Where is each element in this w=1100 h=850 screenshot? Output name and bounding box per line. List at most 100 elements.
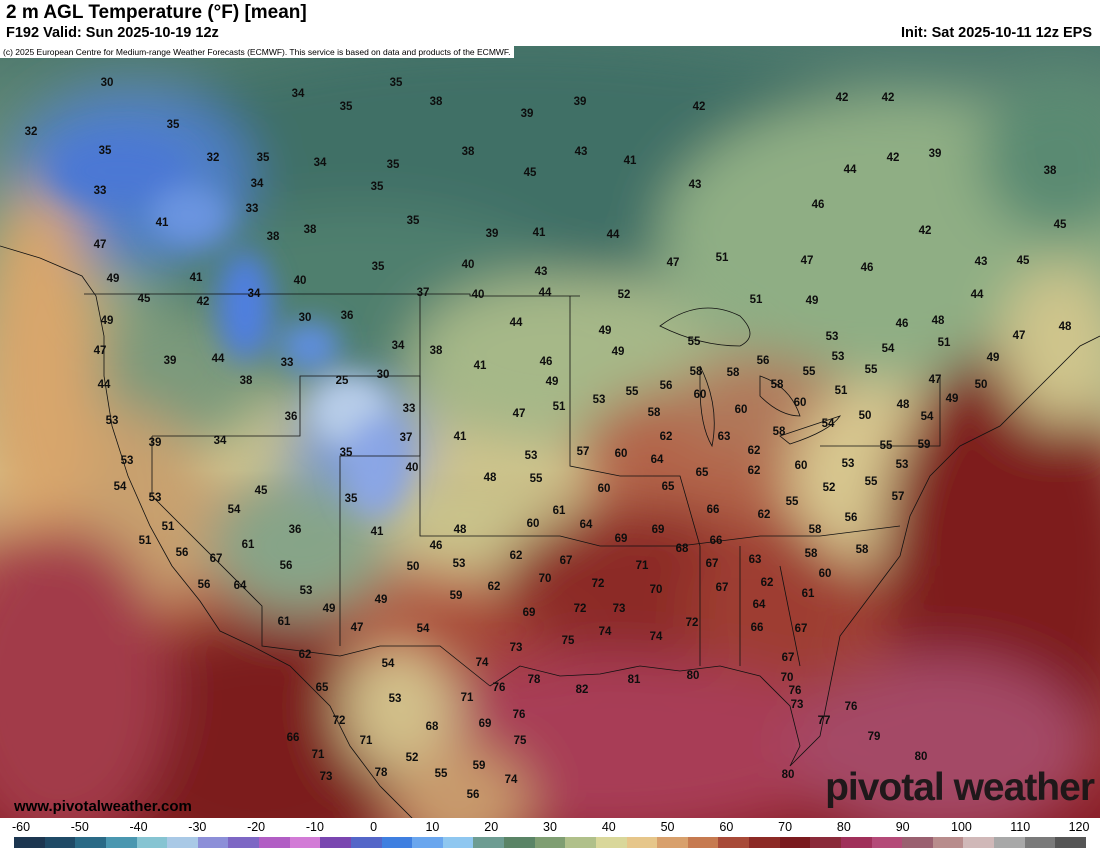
temperature-label: 39: [486, 228, 499, 240]
colorbar-segment: [749, 837, 780, 848]
temperature-label: 61: [242, 539, 255, 551]
temperature-label: 50: [407, 561, 420, 573]
temperature-label: 45: [1017, 255, 1030, 267]
temperature-label: 43: [689, 179, 702, 191]
temperature-label: 80: [782, 769, 795, 781]
temperature-label: 38: [462, 146, 475, 158]
temperature-label: 82: [576, 684, 589, 696]
temperature-label: 54: [114, 481, 127, 493]
temperature-label: 48: [897, 399, 910, 411]
temperature-label: 64: [234, 580, 247, 592]
temperature-label: 53: [106, 415, 119, 427]
temperature-label: 40: [472, 289, 485, 301]
temperature-label: 72: [574, 603, 587, 615]
temperature-label: 37: [400, 432, 413, 444]
website-link[interactable]: www.pivotalweather.com: [14, 798, 192, 815]
temperature-label: 35: [387, 159, 400, 171]
temperature-label: 35: [345, 493, 358, 505]
temperature-label: 67: [782, 652, 795, 664]
colorbar-tick-label: 50: [660, 820, 675, 834]
temperature-label: 53: [832, 351, 845, 363]
coastline-east: [789, 335, 1100, 767]
temperature-label: 75: [562, 635, 575, 647]
temperature-label: 76: [493, 682, 506, 694]
temperature-label: 55: [865, 476, 878, 488]
temperature-label: 58: [805, 548, 818, 560]
colorbar-segment: [320, 837, 351, 848]
lake-huron: [759, 375, 801, 417]
temperature-label: 55: [530, 473, 543, 485]
temperature-label: 48: [932, 315, 945, 327]
temperature-label: 42: [882, 92, 895, 104]
coastline-west: [0, 245, 253, 647]
temperature-label: 42: [693, 101, 706, 113]
temperature-label: 53: [149, 492, 162, 504]
colorbar-segment: [197, 837, 229, 848]
ecmwf-credit: (c) 2025 European Centre for Medium-rang…: [0, 46, 514, 58]
temperature-label: 51: [938, 337, 951, 349]
temperature-label: 73: [791, 699, 804, 711]
colorbar-tick-label: 0: [370, 820, 378, 834]
colorbar-segment: [350, 837, 382, 848]
temperature-label: 39: [521, 108, 534, 120]
colorbar-segment: [167, 837, 198, 848]
temperature-label: 44: [98, 379, 111, 391]
temperature-label: 51: [750, 294, 763, 306]
colorbar-tick-label: 60: [719, 820, 734, 834]
border-canada-us: [84, 293, 580, 297]
temperature-label: 35: [372, 261, 385, 273]
temperature-label: 67: [560, 555, 573, 567]
lake-erie: [779, 415, 841, 445]
temperature-label: 35: [167, 119, 180, 131]
temperature-label: 44: [607, 229, 620, 241]
colorbar-segment: [504, 837, 535, 848]
colorbar-tick-label: 70: [778, 820, 793, 834]
pivotal-weather-logo: pivotal weather: [825, 766, 1095, 809]
temperature-label: 49: [546, 376, 559, 388]
temperature-label: 41: [454, 431, 467, 443]
temperature-label: 56: [845, 512, 858, 524]
temperature-label: 48: [1059, 321, 1072, 333]
colorbar-segment: [718, 837, 749, 848]
temperature-label: 41: [371, 526, 384, 538]
temperature-label: 45: [255, 485, 268, 497]
temperature-label: 58: [771, 379, 784, 391]
temperature-map[interactable]: 30 35 34 38 39 42 42 42 32 35 35 39 35 32 35 34 35 38 43 41…: [0, 46, 1100, 818]
temperature-label: 54: [228, 504, 241, 516]
colorbar-strip: [14, 837, 1086, 848]
temperature-field: [0, 46, 1100, 818]
temperature-label: 30: [101, 77, 114, 89]
temperature-label: 55: [435, 768, 448, 780]
temperature-label: 30: [377, 369, 390, 381]
colorbar-segment: [289, 837, 321, 848]
state-lines-midwest: [569, 296, 701, 666]
temperature-label: 33: [94, 185, 107, 197]
temperature-label: 51: [553, 401, 566, 413]
colorbar-segment: [840, 837, 872, 848]
temperature-label: 47: [513, 408, 526, 420]
temperature-label: 71: [312, 749, 325, 761]
temperature-label: 34: [251, 178, 264, 190]
temperature-label: 44: [212, 353, 225, 365]
temperature-label: 49: [101, 315, 114, 327]
temperature-label: 71: [461, 692, 474, 704]
temperature-label: 65: [316, 682, 329, 694]
temperature-label: 25: [336, 375, 349, 387]
colorbar-tick-label: 90: [895, 820, 910, 834]
temperature-label: 74: [505, 774, 518, 786]
temperature-label: 35: [390, 77, 403, 89]
temperature-label: 50: [975, 379, 988, 391]
temperature-label: 59: [918, 439, 931, 451]
temperature-label: 67: [716, 582, 729, 594]
temperature-label: 36: [289, 524, 302, 536]
temperature-label: 66: [707, 504, 720, 516]
temperature-label: 42: [197, 296, 210, 308]
colorbar-segment: [1055, 837, 1086, 848]
temperature-label: 70: [781, 672, 794, 684]
colorbar-tick-label: 120: [1068, 820, 1090, 834]
temperature-label: 32: [25, 126, 38, 138]
colorbar-tick-label: 40: [601, 820, 616, 834]
temperature-label: 47: [94, 239, 107, 251]
temperature-label: 78: [528, 674, 541, 686]
